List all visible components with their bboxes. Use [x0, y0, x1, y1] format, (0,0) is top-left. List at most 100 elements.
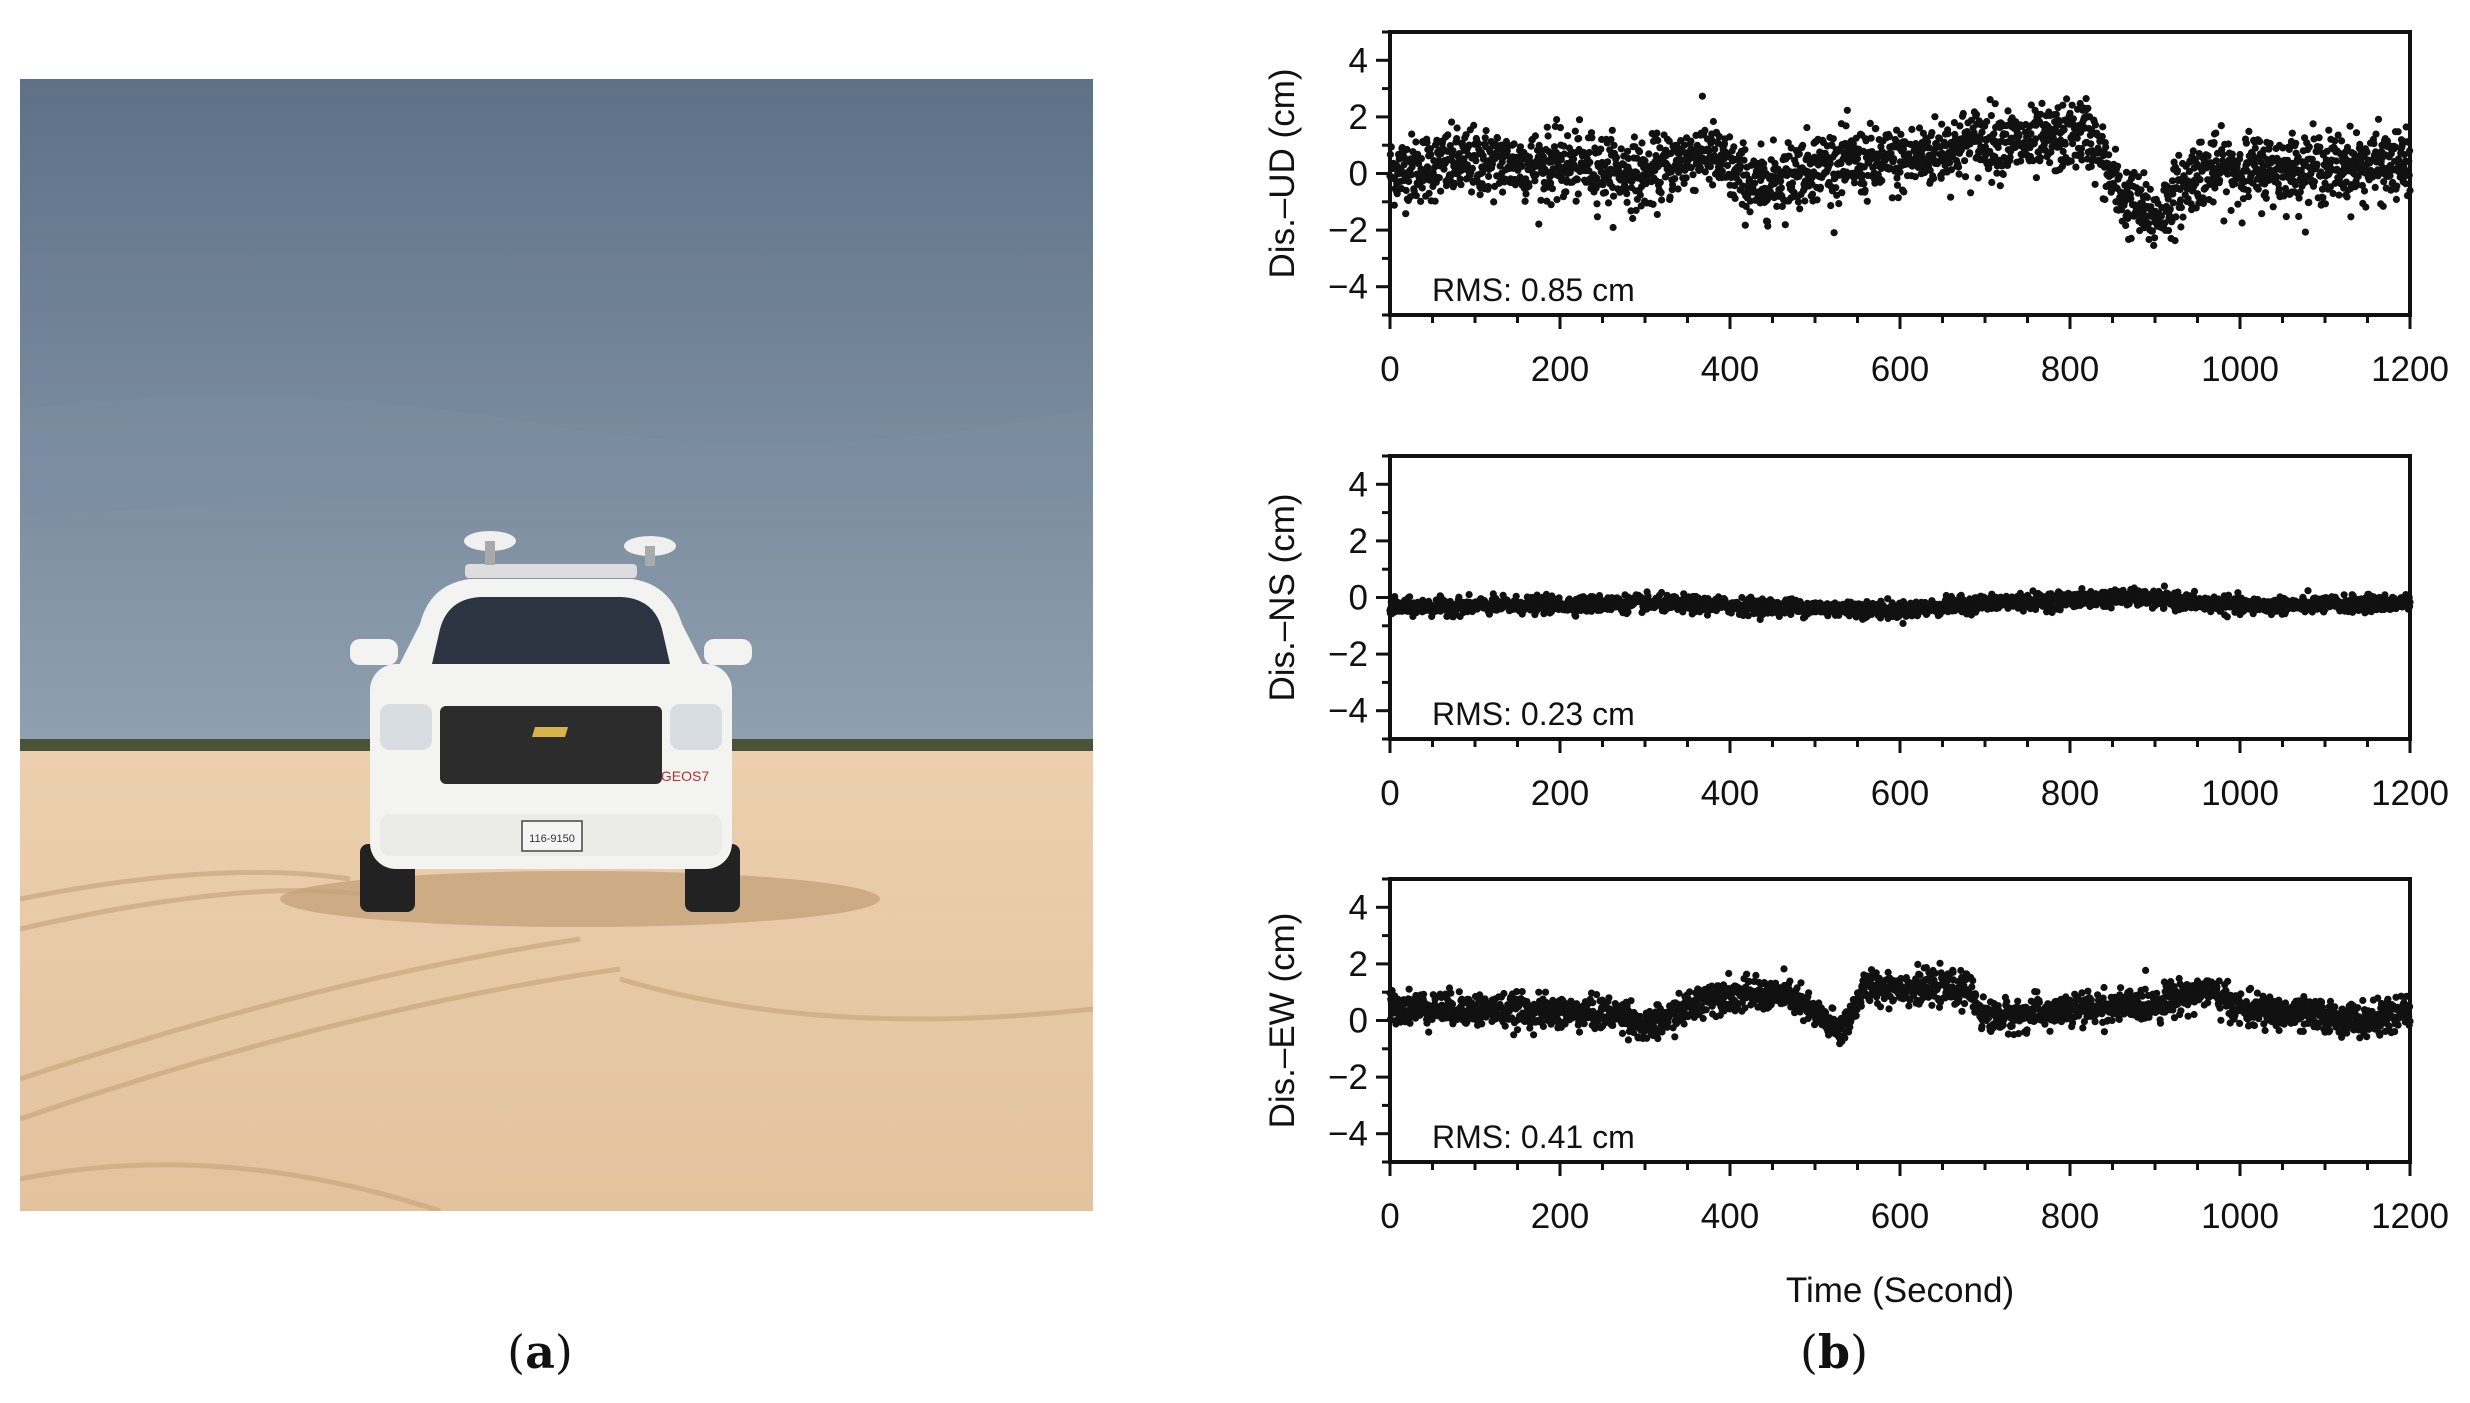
data-point	[2224, 140, 2233, 148]
x-tick-label: 800	[2041, 774, 2099, 813]
data-point	[1557, 156, 1565, 164]
data-point	[1955, 163, 1963, 171]
data-point	[1482, 127, 1490, 135]
data-point	[2236, 150, 2244, 159]
data-point	[2047, 148, 2055, 156]
data-point	[2145, 220, 2153, 228]
data-point	[2059, 101, 2067, 109]
data-point	[2111, 145, 2120, 153]
data-point	[1808, 190, 1817, 198]
data-point	[2325, 126, 2333, 134]
x-tick-label: 800	[2041, 350, 2099, 389]
data-point	[2015, 132, 2023, 140]
data-point	[1609, 223, 1617, 232]
y-tick-label: −4	[1328, 268, 1368, 307]
data-point	[1575, 116, 1584, 124]
tire-tracks	[19, 869, 1094, 1214]
data-point	[1682, 174, 1690, 182]
data-point	[1986, 96, 1994, 104]
data-point	[2313, 160, 2321, 168]
data-point	[1859, 171, 1867, 179]
data-point	[2127, 195, 2135, 203]
data-point	[1757, 140, 1765, 148]
data-point	[2069, 115, 2077, 123]
data-point	[2101, 195, 2109, 204]
rms-annotation: RMS: 0.23 cm	[1432, 696, 1635, 732]
data-point	[2295, 212, 2303, 221]
data-point	[1794, 198, 1802, 206]
data-point	[1658, 196, 1666, 204]
data-point	[1426, 145, 1434, 153]
data-point	[1994, 143, 2002, 151]
data-point	[1405, 177, 1413, 186]
data-point	[2087, 140, 2095, 148]
data-point	[1867, 134, 1875, 142]
data-point	[1547, 201, 1555, 209]
data-point	[1773, 202, 1781, 210]
data-point	[1705, 147, 1713, 155]
data-point	[1654, 162, 1662, 171]
data-point	[1947, 166, 1955, 174]
data-point	[1656, 144, 1664, 152]
data-point	[1427, 150, 1435, 159]
data-point	[1908, 125, 1916, 133]
data-point	[1435, 156, 1443, 164]
cloud-band	[20, 397, 1093, 519]
data-point	[2338, 137, 2346, 145]
data-point	[1407, 171, 1415, 179]
data-point	[1406, 1019, 1414, 1027]
data-point	[1937, 174, 1945, 182]
data-point	[1400, 161, 1408, 169]
x-tick-label: 400	[1701, 774, 1759, 813]
data-point	[1564, 132, 1572, 140]
data-point	[1544, 132, 1552, 140]
data-point	[2374, 115, 2383, 123]
data-point	[2371, 183, 2379, 191]
data-point	[1628, 176, 1636, 184]
rms-annotation: RMS: 0.85 cm	[1432, 272, 1635, 308]
data-point	[1667, 149, 1675, 157]
data-point	[1944, 130, 1952, 138]
data-point	[1742, 202, 1750, 211]
data-point	[1629, 214, 1637, 223]
data-point	[2209, 198, 2217, 206]
data-point	[1610, 192, 1618, 200]
data-point	[1474, 140, 1482, 148]
data-point	[1711, 145, 1719, 153]
data-point	[1928, 129, 1936, 137]
data-point	[1403, 145, 1411, 154]
data-point	[1588, 134, 1596, 142]
data-point	[2362, 203, 2370, 211]
data-point	[2295, 194, 2303, 202]
data-point	[1560, 150, 1568, 158]
data-point	[1993, 169, 2001, 177]
data-point	[1915, 124, 1924, 132]
data-point	[1656, 178, 1664, 187]
data-point	[2067, 157, 2075, 165]
y-tick-label: −4	[1328, 692, 1368, 731]
data-point	[1465, 141, 1473, 149]
data-point	[1431, 197, 1439, 205]
data-point	[2210, 139, 2218, 147]
data-point	[2060, 126, 2068, 134]
data-point	[1950, 119, 1958, 127]
data-point	[1955, 170, 1963, 178]
data-point	[2140, 169, 2148, 177]
data-point	[1617, 145, 1625, 153]
data-point	[2244, 186, 2252, 194]
data-point	[1893, 181, 1902, 189]
data-point	[1687, 137, 1695, 145]
data-point	[2216, 176, 2224, 184]
data-point	[2078, 156, 2086, 164]
data-point	[1510, 140, 1518, 148]
data-point	[2223, 613, 2231, 621]
data-point	[2107, 604, 2115, 612]
data-point	[1601, 188, 1610, 197]
license-plate-text: 116-9150	[529, 833, 575, 845]
data-point	[2151, 234, 2159, 242]
data-point	[2301, 228, 2309, 236]
data-point	[2179, 213, 2187, 221]
data-point	[1999, 170, 2007, 178]
data-point	[2304, 587, 2312, 595]
data-point	[1741, 146, 1749, 154]
